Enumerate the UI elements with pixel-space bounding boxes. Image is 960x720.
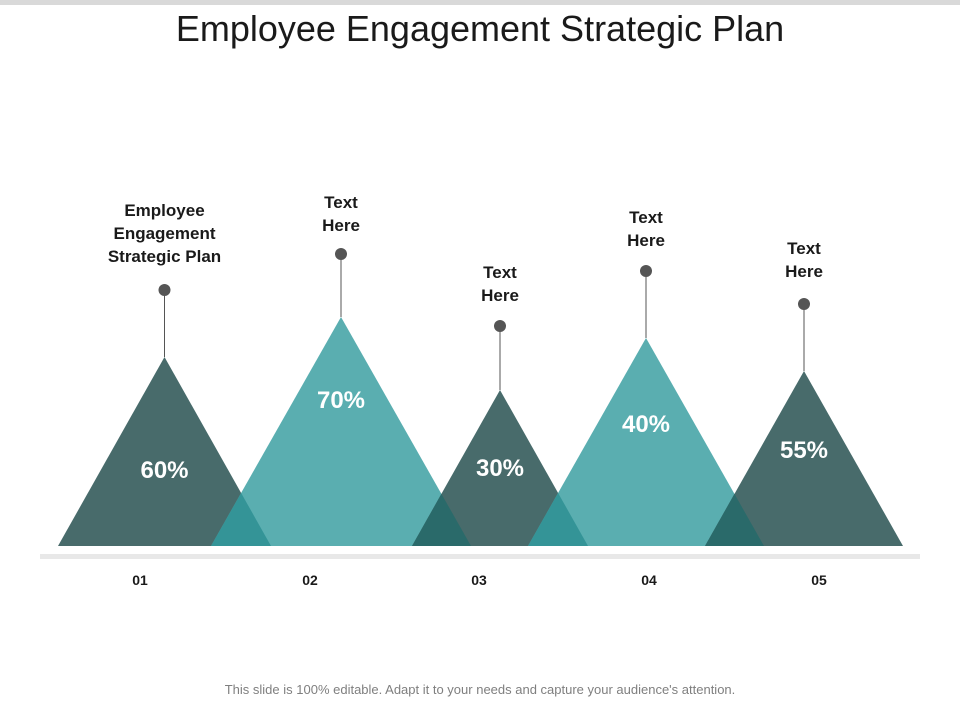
baseline [40, 554, 920, 559]
step-number-04: 04 [641, 572, 657, 588]
overlap-4 [705, 493, 764, 546]
item-label-05: Text Here [785, 239, 823, 281]
top-border [0, 0, 960, 5]
footer-note: This slide is 100% editable. Adapt it to… [224, 682, 736, 697]
item-label-01: Employee Engagement Strategic Plan [108, 201, 221, 266]
overlap-1 [211, 492, 271, 546]
triangle-05 [705, 371, 903, 546]
connector-dot-02 [335, 248, 347, 260]
step-number-03: 03 [471, 572, 487, 588]
percent-03: 30% [476, 455, 524, 482]
item-label-04: Text Here [627, 208, 665, 250]
percent-01: 60% [140, 457, 188, 484]
connector-dot-04 [640, 265, 652, 277]
step-number-05: 05 [811, 572, 827, 588]
connector-dot-01 [158, 284, 171, 296]
item-label-02: Text Here [322, 193, 360, 235]
triangle-03 [412, 390, 588, 546]
percent-05: 55% [780, 437, 828, 464]
triangle-02 [211, 317, 471, 546]
connector-dot-05 [798, 298, 810, 310]
overlap-2 [412, 493, 471, 546]
connector-dot-03 [494, 320, 506, 332]
percent-02: 70% [317, 387, 365, 414]
percent-04: 40% [622, 411, 670, 438]
page-title: Employee Engagement Strategic Plan [175, 8, 785, 49]
step-number-01: 01 [132, 572, 148, 588]
overlap-3 [528, 492, 588, 546]
triangle-04 [528, 338, 764, 546]
triangle-01 [58, 357, 271, 546]
item-label-03: Text Here [481, 263, 519, 305]
step-number-02: 02 [302, 572, 318, 588]
